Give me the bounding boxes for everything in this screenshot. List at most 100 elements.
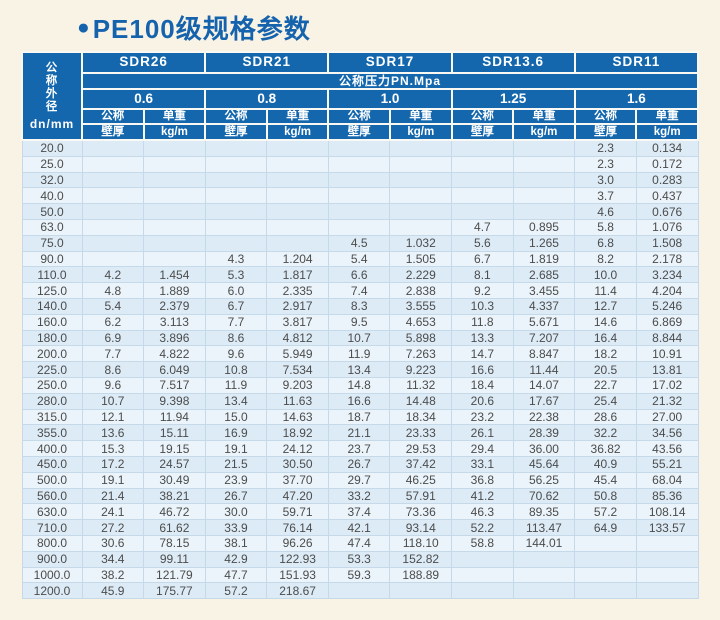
table-row: 25.0 2.3 0.172 (21, 155, 699, 173)
value-cell: 29.7 (327, 471, 391, 489)
value-cell (143, 218, 206, 236)
table-row: 63.0 4.7 0.895 5.8 1.076 (21, 218, 699, 236)
value-cell: 30.49 (143, 471, 206, 489)
dn-cell: 315.0 (21, 408, 83, 426)
value-cell: 38.1 (204, 534, 268, 552)
value-cell (327, 582, 391, 600)
value-cell: 11.8 (451, 313, 514, 331)
value-cell: 12.1 (81, 408, 145, 426)
dn-cell: 500.0 (21, 471, 83, 489)
value-cell: 6.049 (143, 361, 206, 378)
value-cell (512, 139, 576, 157)
value-cell: 22.7 (574, 376, 637, 394)
value-cell: 13.81 (635, 361, 699, 378)
value-cell: 3.113 (143, 313, 206, 331)
value-cell: 27.00 (635, 408, 699, 426)
table-row: 280.0 10.7 9.398 13.4 11.63 16.6 14.48 20.6 17.6… (21, 392, 699, 410)
value-cell: 5.246 (635, 297, 699, 315)
value-cell: 14.8 (327, 376, 391, 394)
table-row: 1000.0 38.2 121.79 47.7 151.93 59.3 188.89 (21, 566, 699, 584)
value-cell: 4.6 (574, 203, 637, 220)
value-cell: 14.48 (389, 392, 453, 410)
value-cell: 11.44 (512, 361, 576, 378)
subheader-thickness-unit: 壁厚 (573, 123, 638, 141)
dn-cell: 200.0 (21, 345, 83, 363)
table-row: 450.0 17.2 24.57 21.5 30.50 26.7 37.42 33.1 45.6… (21, 455, 699, 473)
value-cell: 46.25 (389, 471, 453, 489)
value-cell (451, 203, 514, 220)
value-cell: 12.7 (574, 297, 637, 315)
value-cell (389, 155, 453, 173)
value-cell: 11.4 (574, 282, 637, 299)
value-cell: 57.2 (204, 582, 268, 600)
dn-cell: 160.0 (21, 313, 83, 331)
value-cell (451, 582, 514, 600)
table-row: 560.0 21.4 38.21 26.7 47.20 33.2 57.91 41.2 70.6… (21, 487, 699, 505)
value-cell (266, 218, 329, 236)
value-cell (635, 582, 699, 600)
value-cell: 18.92 (266, 424, 329, 442)
value-cell: 4.337 (512, 297, 576, 315)
value-cell: 61.62 (143, 519, 206, 536)
dn-cell: 400.0 (21, 440, 83, 457)
value-cell: 2.917 (266, 297, 329, 315)
value-cell (574, 566, 637, 584)
value-cell: 6.7 (451, 250, 514, 268)
value-cell (635, 534, 699, 552)
value-cell: 1.454 (143, 266, 206, 284)
value-cell (451, 550, 514, 568)
value-cell (512, 187, 576, 205)
value-cell (266, 234, 329, 252)
dn-cell: 25.0 (21, 155, 83, 173)
value-cell (204, 139, 268, 157)
value-cell (389, 139, 453, 157)
value-cell: 0.134 (635, 139, 699, 157)
value-cell: 10.7 (327, 329, 391, 347)
value-cell: 21.32 (635, 392, 699, 410)
value-cell: 2.3 (574, 139, 637, 157)
value-cell (451, 171, 514, 189)
value-cell: 8.844 (635, 329, 699, 347)
value-cell: 16.6 (327, 392, 391, 410)
dn-cell: 1000.0 (21, 566, 83, 584)
value-cell: 14.7 (451, 345, 514, 363)
value-cell: 45.4 (574, 471, 637, 489)
value-cell: 8.2 (574, 250, 637, 268)
subheader-weight-unit: kg/m (512, 123, 576, 141)
value-cell: 85.36 (635, 487, 699, 505)
value-cell: 16.4 (574, 329, 637, 347)
value-cell (204, 171, 268, 189)
value-cell: 57.2 (574, 503, 637, 521)
value-cell: 36.8 (451, 471, 514, 489)
table-row: 40.0 3.7 0.437 (21, 187, 699, 205)
value-cell: 52.2 (451, 519, 514, 536)
value-cell: 2.685 (512, 266, 576, 284)
value-cell: 15.3 (81, 440, 145, 457)
value-cell (143, 139, 206, 157)
value-cell (574, 582, 637, 600)
value-cell: 5.6 (451, 234, 514, 252)
value-cell: 6.2 (81, 313, 145, 331)
value-cell: 23.9 (204, 471, 268, 489)
value-cell: 3.0 (574, 171, 637, 189)
value-cell: 73.36 (389, 503, 453, 521)
value-cell: 3.896 (143, 329, 206, 347)
value-cell: 9.5 (327, 313, 391, 331)
value-cell: 4.204 (635, 282, 699, 299)
subheader-thickness: 公称 (81, 108, 145, 125)
value-cell: 3.7 (574, 187, 637, 205)
value-cell: 20.6 (451, 392, 514, 410)
table-row: 50.0 4.6 0.676 (21, 203, 699, 220)
value-cell (451, 155, 514, 173)
page: { "title": {"bullet": "●", "text": "PE10… (0, 9, 720, 620)
subheader-thickness-unit: 壁厚 (450, 123, 515, 141)
table-row: 355.0 13.6 15.11 16.9 18.92 21.1 23.33 26.1 28.3… (21, 424, 699, 442)
dn-cell: 140.0 (21, 297, 83, 315)
value-cell: 2.229 (389, 266, 453, 284)
value-cell: 6.0 (204, 282, 268, 299)
value-cell (143, 234, 206, 252)
value-cell: 0.283 (635, 171, 699, 189)
value-cell (574, 550, 637, 568)
value-cell: 23.33 (389, 424, 453, 442)
value-cell: 50.8 (574, 487, 637, 505)
